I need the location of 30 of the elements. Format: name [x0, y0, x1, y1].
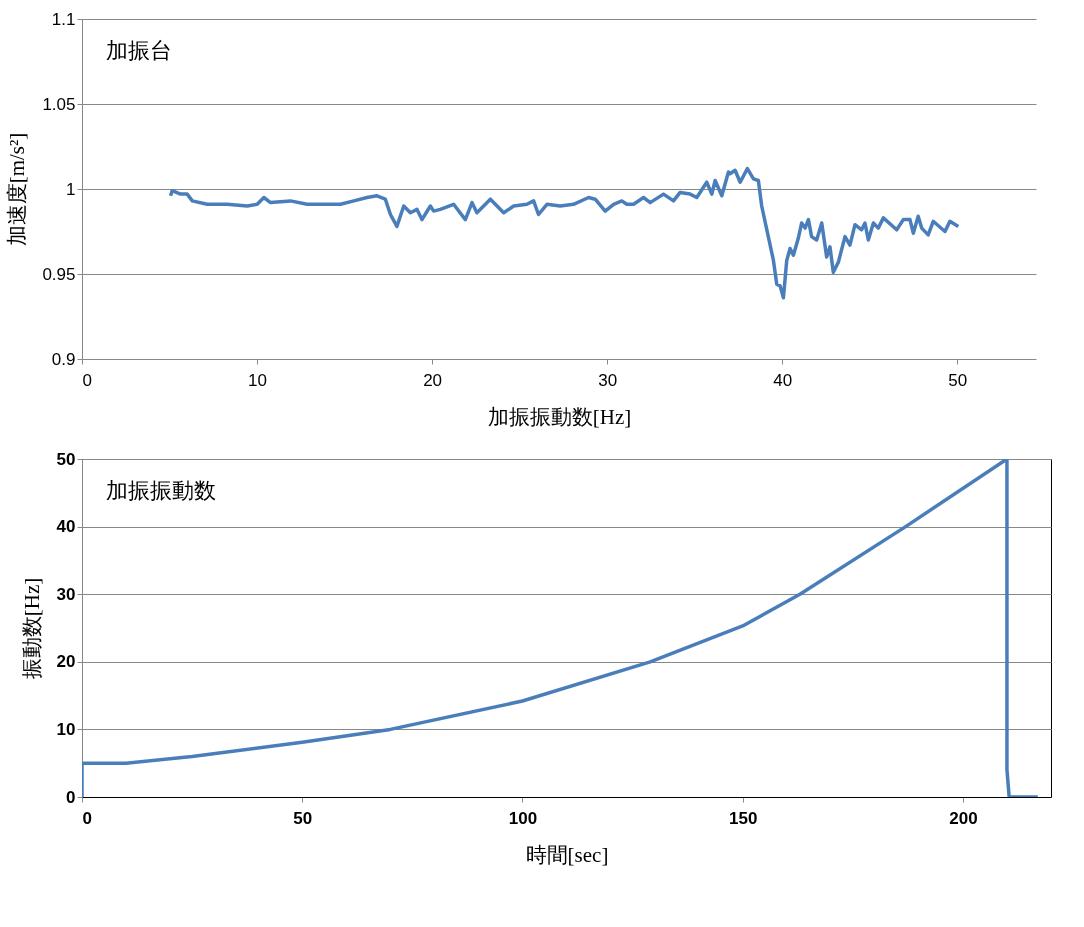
y-tick-label: 40	[56, 517, 76, 537]
y-tick-label: 0	[66, 787, 76, 807]
x-axis-title: 時間[sec]	[525, 842, 609, 867]
x-tick-label: 0	[82, 370, 92, 390]
line-series	[82, 459, 1040, 797]
y-axis-title: 加速度[m/s²]	[5, 132, 30, 247]
x-tick-label: 30	[598, 370, 618, 390]
text: 加振振動数	[106, 478, 216, 503]
x-tick-label: 200	[949, 808, 978, 828]
text: 加振台	[106, 38, 172, 63]
y-tick-label: 10	[56, 719, 76, 739]
y-tick-label: 0.95	[42, 264, 76, 284]
x-tick-label: 150	[728, 808, 758, 828]
y-tick-label: 1.1	[51, 9, 76, 29]
x-tick-label: 0	[82, 808, 92, 828]
line-series	[168, 166, 961, 300]
x-tick-label: 40	[773, 370, 793, 390]
y-tick-label: 20	[56, 652, 76, 672]
y-axis-title: 振動数[Hz]	[19, 577, 44, 680]
y-tick-label: 1.05	[42, 94, 76, 114]
x-tick-label: 20	[423, 370, 443, 390]
y-tick-label: 30	[56, 584, 76, 604]
x-tick-label: 50	[293, 808, 313, 828]
y-tick-label: 0.9	[51, 349, 76, 369]
x-tick-label: 10	[248, 370, 268, 390]
y-tick-label: 50	[56, 449, 76, 469]
y-tick-label: 1	[66, 179, 76, 199]
x-tick-label: 100	[508, 808, 538, 828]
x-axis-title: 加振振動数[Hz]	[487, 404, 632, 429]
x-tick-label: 50	[948, 370, 968, 390]
